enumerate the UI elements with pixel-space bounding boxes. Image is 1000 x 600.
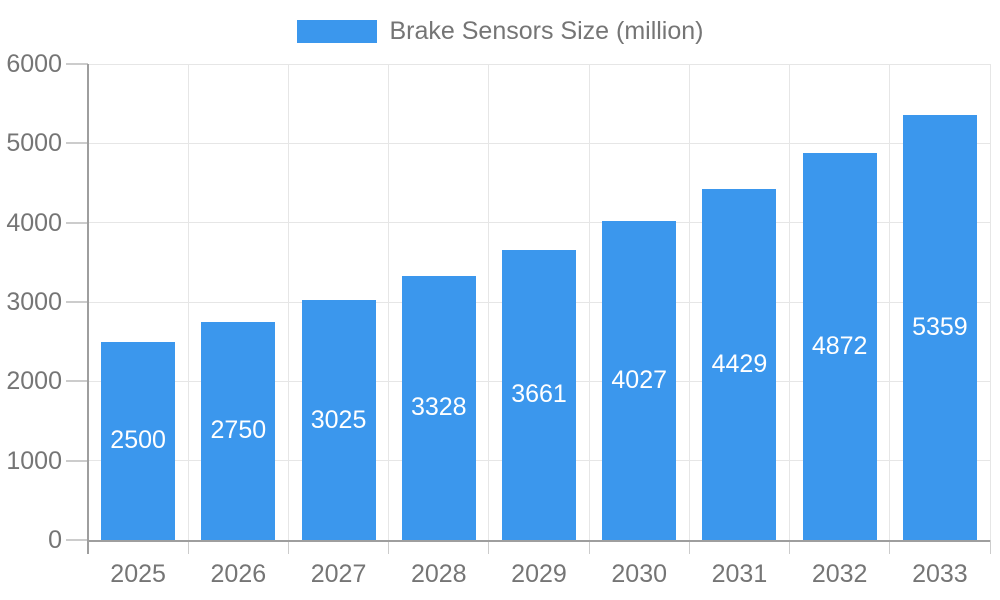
- x-axis-tick: [588, 540, 590, 554]
- vertical-gridline: [989, 64, 991, 540]
- vertical-gridline: [388, 64, 390, 540]
- bar-value-label: 3025: [310, 405, 367, 434]
- y-axis-tick: [66, 221, 88, 224]
- x-axis-label: 2026: [210, 560, 267, 588]
- y-axis-tick: [66, 63, 88, 65]
- vertical-gridline: [287, 64, 289, 540]
- bar: [101, 341, 176, 540]
- vertical-gridline: [889, 64, 891, 540]
- x-axis-tick: [989, 540, 991, 554]
- x-axis-line: [87, 540, 990, 542]
- x-axis-label: 2027: [310, 560, 367, 588]
- bar: [802, 153, 877, 540]
- bar-value-label: 3328: [410, 393, 467, 422]
- y-axis-label: 1000: [6, 446, 62, 475]
- y-axis-label: 3000: [6, 288, 62, 316]
- bar-value-label: 4429: [711, 349, 768, 378]
- legend: Brake Sensors Size (million): [0, 19, 1000, 44]
- bar-value-label: 5359: [912, 312, 968, 341]
- horizontal-gridline: [88, 63, 990, 65]
- vertical-gridline: [789, 64, 791, 540]
- x-axis-tick: [388, 540, 390, 554]
- horizontal-gridline: [88, 142, 990, 144]
- y-axis-tick: [66, 459, 88, 462]
- x-axis-label: 2025: [110, 560, 166, 588]
- legend-swatch: [296, 20, 377, 43]
- x-axis-tick: [889, 540, 891, 554]
- bar: [301, 300, 376, 540]
- bar: [502, 249, 576, 540]
- x-axis-tick: [287, 540, 289, 554]
- bar-value-label: 2500: [110, 426, 166, 455]
- y-axis-tick: [66, 301, 88, 303]
- horizontal-gridline: [88, 222, 990, 224]
- bar: [702, 188, 777, 540]
- vertical-gridline: [688, 64, 690, 540]
- y-axis-label: 2000: [6, 367, 62, 396]
- x-axis-tick: [789, 540, 791, 554]
- x-axis-label: 2031: [711, 560, 768, 588]
- vertical-gridline: [187, 64, 189, 540]
- y-axis-tick: [66, 380, 88, 383]
- y-axis-tick: [66, 539, 88, 541]
- y-axis-label: 4000: [6, 208, 62, 237]
- x-axis-tick: [187, 540, 189, 554]
- x-axis-label: 2030: [611, 560, 668, 588]
- x-axis-label: 2032: [811, 560, 868, 588]
- x-axis-label: 2028: [410, 560, 467, 588]
- bar: [902, 114, 977, 540]
- bar-value-label: 4027: [611, 365, 668, 394]
- y-axis-label: 5000: [6, 129, 62, 158]
- x-axis-label: 2033: [912, 560, 968, 588]
- x-axis-tick: [688, 540, 690, 554]
- bar: [401, 275, 476, 540]
- bar: [602, 220, 677, 540]
- vertical-gridline: [488, 64, 490, 540]
- x-axis-tick: [488, 540, 490, 554]
- bar: [201, 321, 276, 540]
- y-axis-label: 6000: [6, 50, 62, 78]
- bar-value-label: 4872: [811, 332, 868, 361]
- x-axis-label: 2029: [511, 560, 567, 588]
- vertical-gridline: [588, 64, 590, 540]
- bar-value-label: 3661: [511, 380, 567, 409]
- y-axis-tick: [66, 142, 88, 145]
- legend-label: Brake Sensors Size (million): [389, 17, 704, 45]
- y-axis-line: [87, 64, 89, 554]
- bar-value-label: 2750: [210, 416, 267, 445]
- y-axis-label: 0: [48, 526, 62, 554]
